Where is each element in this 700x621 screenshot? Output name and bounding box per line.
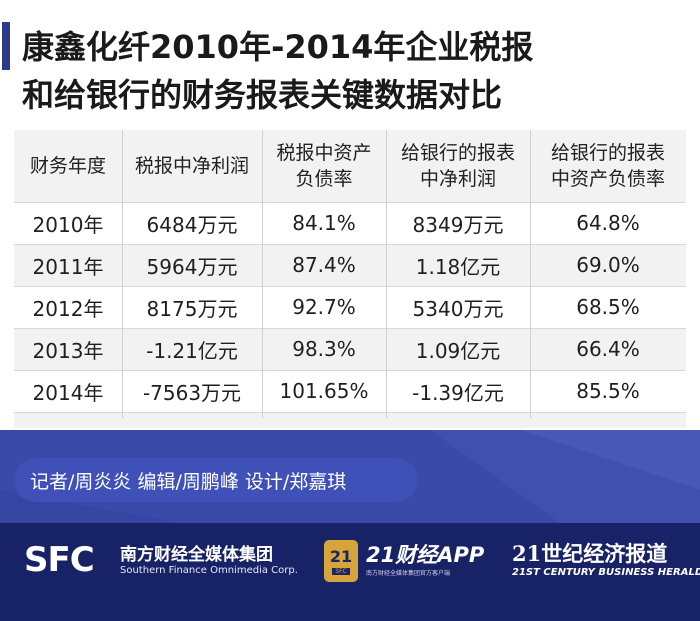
row-divider — [14, 412, 686, 413]
table-row-bg — [14, 286, 686, 328]
table-cell: 101.65% — [279, 379, 369, 403]
table-cell: 2010年 — [32, 212, 104, 237]
table-cell: 66.4% — [576, 337, 640, 361]
table-cell: 8175万元 — [146, 296, 238, 321]
table-cell: 2012年 — [32, 296, 104, 321]
table-cell: 2014年 — [32, 380, 104, 405]
table-cell: 1.09亿元 — [415, 338, 501, 363]
table-cell: 2011年 — [32, 254, 104, 279]
app-badge-number: 21 — [329, 546, 353, 566]
row-divider — [14, 202, 686, 203]
table-cell: 92.7% — [292, 295, 356, 319]
table-header-year: 财务年度 — [29, 155, 106, 177]
title-line-2: 和给银行的财务报表关键数据对比 — [22, 76, 503, 114]
column-divider — [386, 130, 387, 418]
table-cell: 1.18亿元 — [415, 254, 501, 279]
app-badge-icon: 21 SFC — [324, 540, 358, 582]
table-header-bank-debt-ratio: 给银行的报表 中资产负债率 — [550, 142, 665, 190]
table-cell: 64.8% — [576, 211, 640, 235]
herald-name-chinese: 21世纪经济报道 — [512, 541, 668, 566]
herald-name-english: 21ST CENTURY BUSINESS HERALD — [512, 567, 700, 578]
table-cell: -1.39亿元 — [412, 380, 504, 405]
table-cell: 68.5% — [576, 295, 640, 319]
table-row-bg — [14, 370, 686, 412]
table-header-tax-profit: 税报中净利润 — [134, 155, 249, 177]
row-divider — [14, 328, 686, 329]
title-line-1: 康鑫化纤2010年-2014年企业税报 — [22, 28, 534, 66]
row-divider — [14, 286, 686, 287]
table-cell: 87.4% — [292, 253, 356, 277]
credits-text: 记者/周炎炎 编辑/周鹏峰 设计/郑嘉琪 — [14, 458, 418, 502]
table-cell: 69.0% — [576, 253, 640, 277]
table-cell: 84.1% — [292, 211, 356, 235]
column-divider — [122, 130, 123, 418]
table-cell: -7563万元 — [142, 380, 242, 405]
row-divider — [14, 244, 686, 245]
data-table: 财务年度 税报中净利润 税报中资产 负债率 给银行的报表 中净利润 给银行的报表… — [0, 124, 700, 430]
row-divider — [14, 370, 686, 371]
sfc-name-english: Southern Finance Omnimedia Corp. — [120, 565, 298, 576]
sfc-logo: SFC — [24, 540, 95, 580]
column-divider — [530, 130, 531, 418]
app-badge-label: SFC — [332, 567, 350, 575]
title-accent-bar — [2, 22, 10, 70]
title-section: 康鑫化纤2010年-2014年企业税报 和给银行的财务报表关键数据对比 — [0, 0, 700, 124]
table-header-bank-profit: 给银行的报表 中净利润 — [400, 142, 515, 190]
table-cell: 85.5% — [576, 379, 640, 403]
sfc-name-chinese: 南方财经全媒体集团 — [120, 545, 273, 565]
column-divider — [262, 130, 263, 418]
table-cell: 98.3% — [292, 337, 356, 361]
table-cell: 5340万元 — [412, 296, 504, 321]
table-header-tax-debt-ratio: 税报中资产 负债率 — [276, 142, 372, 190]
table-cell: 8349万元 — [412, 212, 504, 237]
app-subtitle: 南方财经全媒体集团官方客户端 — [366, 570, 451, 577]
table-cell: -1.21亿元 — [146, 338, 238, 363]
table-cell: 2013年 — [32, 338, 104, 363]
table-cell: 6484万元 — [146, 212, 238, 237]
table-cell: 5964万元 — [146, 254, 238, 279]
table-row-bg — [14, 202, 686, 244]
app-title: 21财经APP — [366, 543, 485, 567]
